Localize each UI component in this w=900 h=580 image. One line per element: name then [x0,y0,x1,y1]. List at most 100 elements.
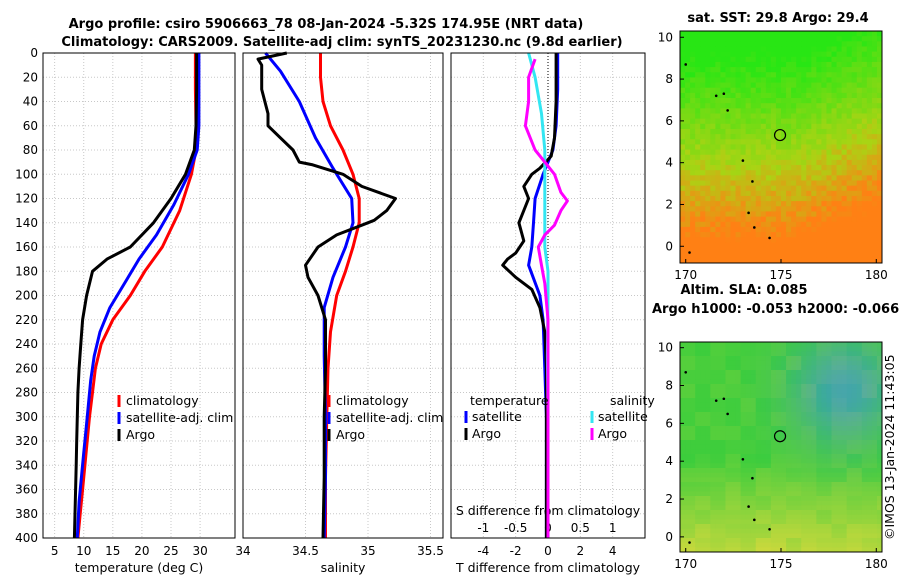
y-tick-label: 320 [15,434,38,448]
legend-label: Argo [126,427,155,442]
x-tick-label: 4 [609,544,617,558]
map-y-tick-label: 0 [665,530,673,544]
x-tick-label: -4 [477,544,489,558]
island-mark [768,527,771,531]
x-tick-label: 20 [134,544,149,558]
y-tick-label: 60 [23,119,38,133]
island-mark [726,109,729,112]
x-tick-label: 25 [163,544,178,558]
island-mark [751,476,754,480]
y-tick-label: 160 [15,240,38,254]
y-tick-label: 400 [15,531,38,545]
island-mark [688,541,691,544]
x-tick-label: 34.5 [292,544,319,558]
s-tick-label: 1 [609,521,617,535]
island-mark [753,226,756,229]
y-tick-label: 180 [15,264,38,278]
island-mark [768,236,771,240]
map-y-tick-label: 6 [665,416,673,430]
island-mark [747,211,750,215]
x-tick-label: 0 [544,544,552,558]
y-tick-label: 0 [30,46,38,60]
x-tick-label: 2 [577,544,585,558]
copyright-label: ©IMOS 13-Jan-2024 11:43:05 [882,354,897,540]
island-mark [684,370,688,374]
series-line-t-argo [501,53,558,538]
argo-position-marker [773,430,787,443]
x-axis-label: salinity [321,560,366,575]
axes-frame [242,52,444,539]
legend-label: climatology [336,393,409,408]
series-line-s-argo [523,58,569,538]
legend-label: Argo [472,426,501,441]
y-tick-label: 240 [15,337,38,351]
legend-label: satellite [472,409,522,424]
island-mark [753,518,756,522]
y-tick-label: 220 [15,313,38,327]
map-y-tick-label: 4 [665,156,673,170]
title-line-2: Climatology: CARS2009. Satellite-adj cli… [61,35,622,50]
series-line-satellite-adj-clim [75,53,201,539]
y-tick-label: 120 [15,192,38,206]
island-mark [726,412,729,416]
y-tick-label: 200 [15,289,38,303]
profile-panel-2: 34 34.5 35 35.5 salinity climatology satellite… [235,51,444,575]
y-tick-label: 100 [15,167,38,181]
map-x-tick-label: 180 [865,557,888,571]
y-tick-label: 360 [15,483,38,497]
s-tick-label: 0.5 [571,521,590,535]
legend-title-salinity: salinity [610,393,655,408]
sla-map: 0 2 4 6 8 10 170 175 180 [658,341,888,571]
island-mark [741,457,745,461]
map-y-tick-label: 6 [665,114,673,128]
map-y-tick-label: 10 [658,30,673,44]
y-tick-label: 340 [15,458,38,472]
legend-title-temperature: temperature [470,393,549,408]
map-y-tick-label: 2 [665,197,673,211]
island-mark [684,63,688,66]
sla-map-subtitle: Argo h1000: -0.053 h2000: -0.066 [652,302,899,317]
series-line-argo [72,53,199,539]
argo-position-marker [773,128,787,142]
legend-label: climatology [126,393,199,408]
y-tick-label: 20 [23,70,38,84]
map-y-tick-label: 0 [665,239,673,253]
legend-label: satellite-adj. clim [126,410,233,425]
x-tick-label: 5 [51,544,59,558]
sst-map: 0 2 4 6 8 10 170 175 180 [658,30,888,282]
legend-label: satellite [598,409,648,424]
map-y-tick-label: 8 [665,72,673,86]
map-x-tick-label: 170 [674,557,697,571]
series-line-argo [256,51,397,539]
axes-frame [450,52,646,539]
profile-panel-3: -4 -2 0 2 4S difference from climatology-1 -0… [450,52,655,575]
y-tick-label: 260 [15,361,38,375]
island-mark [741,159,745,162]
x-axis-label: temperature (deg C) [75,560,204,575]
s-tick-label: -1 [477,521,489,535]
map-y-tick-label: 10 [658,341,673,355]
legend-label: satellite-adj. clim [336,410,443,425]
x-axis-label: T difference from climatology [455,560,641,575]
y-tick-label: 140 [15,216,38,230]
island-mark [714,94,718,98]
profile-panel-1: 0 20 40 60 80 100 120 140 160 180 200 220 240 260 280 3… [15,46,236,575]
map-y-tick-label: 4 [665,454,673,468]
y-tick-label: 80 [23,143,38,157]
map-x-tick-label: 175 [770,557,793,571]
map-y-tick-label: 2 [665,492,673,506]
x-tick-label: 35.5 [417,544,444,558]
sst-map-title: sat. SST: 29.8 Argo: 29.4 [687,11,868,26]
legend-label: Argo [598,426,627,441]
x-tick-label: 30 [192,544,207,558]
island-mark [751,180,754,183]
x-tick-label: 15 [105,544,120,558]
island-mark [722,92,726,96]
map-x-tick-label: 170 [674,268,697,282]
sla-map-title: Altim. SLA: 0.085 [681,283,808,298]
legend-label: Argo [336,427,365,442]
map-raster [680,31,882,263]
y-tick-label: 300 [15,410,38,424]
y-tick-label: 40 [23,95,38,109]
